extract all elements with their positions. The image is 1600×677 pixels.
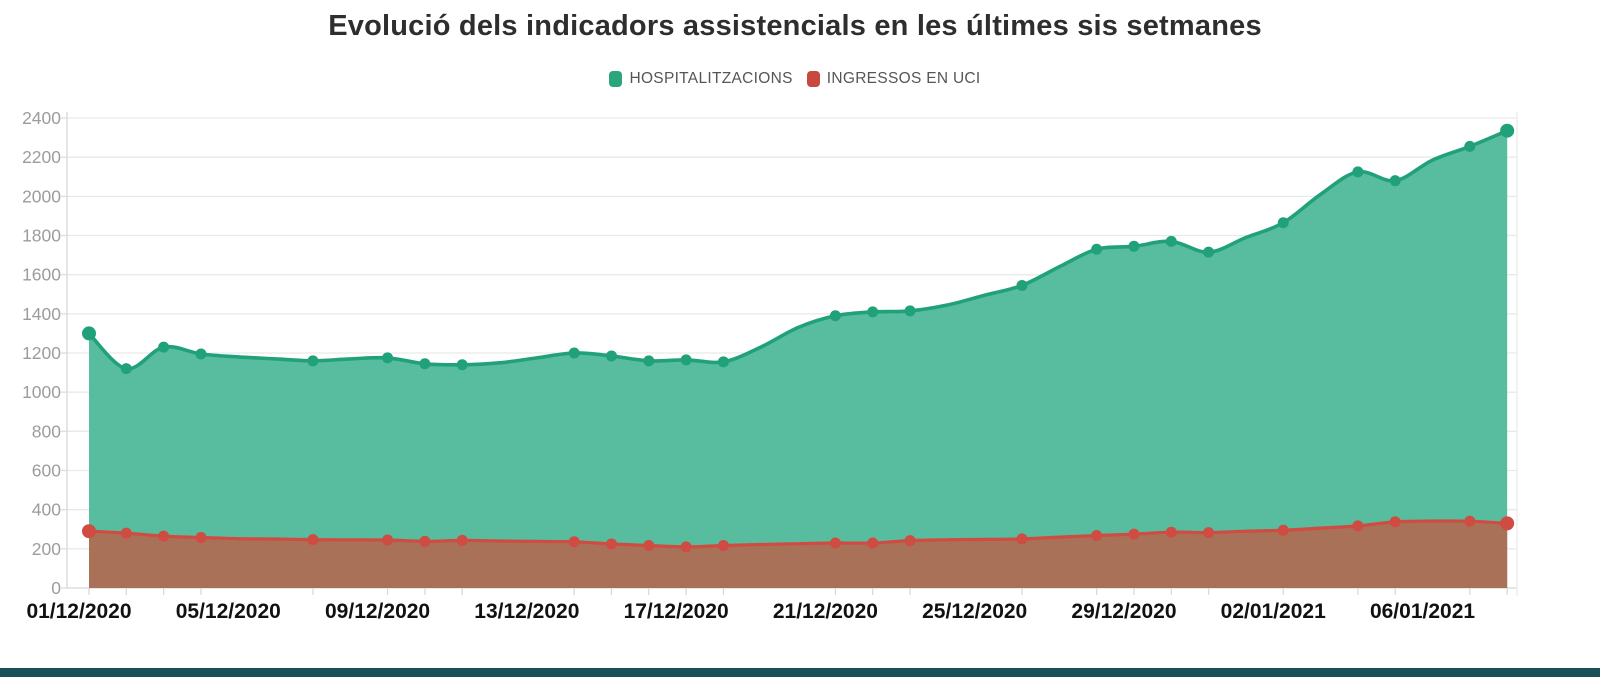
- data-point-ingressos-uci[interactable]: [643, 540, 655, 552]
- data-point-hospitalitzacions[interactable]: [904, 305, 916, 317]
- data-point-ingressos-uci[interactable]: [1091, 530, 1103, 542]
- y-axis-label: 2000: [22, 186, 61, 206]
- data-point-ingressos-uci[interactable]: [680, 541, 692, 553]
- x-axis-label: 01/12/2020: [26, 600, 131, 623]
- data-point-ingressos-uci[interactable]: [195, 531, 207, 543]
- data-point-hospitalitzacions[interactable]: [1352, 166, 1364, 178]
- x-axis-label: 09/12/2020: [325, 600, 430, 623]
- data-point-ingressos-uci[interactable]: [904, 535, 916, 547]
- chart-legend: HOSPITALITZACIONS INGRESSOS EN UCI: [0, 70, 1590, 88]
- legend-label-ingressos-uci: INGRESSOS EN UCI: [826, 70, 981, 87]
- data-point-hospitalitzacions[interactable]: [158, 341, 170, 353]
- x-axis-label: 13/12/2020: [474, 600, 579, 623]
- data-point-ingressos-uci[interactable]: [1352, 520, 1364, 532]
- data-point-hospitalitzacions[interactable]: [120, 363, 132, 375]
- data-point-ingressos-uci[interactable]: [1128, 528, 1140, 540]
- data-point-hospitalitzacions[interactable]: [1016, 279, 1028, 291]
- data-point-ingressos-uci[interactable]: [419, 535, 431, 547]
- data-point-hospitalitzacions[interactable]: [568, 347, 580, 359]
- data-point-hospitalitzacions[interactable]: [419, 358, 431, 370]
- data-point-hospitalitzacions[interactable]: [643, 355, 655, 367]
- data-point-ingressos-uci[interactable]: [867, 537, 879, 549]
- y-axis-label: 1200: [22, 343, 61, 363]
- bottom-dark-strip: [0, 668, 1600, 677]
- y-axis-label: 1600: [22, 265, 61, 285]
- legend-swatch-red-icon: [806, 71, 820, 87]
- data-point-hospitalitzacions[interactable]: [1165, 235, 1177, 247]
- legend-swatch-green-icon: [609, 71, 623, 87]
- data-point-hospitalitzacions[interactable]: [1203, 246, 1215, 258]
- data-point-ingressos-uci[interactable]: [1500, 516, 1515, 531]
- y-axis-label: 1400: [22, 304, 61, 324]
- data-point-ingressos-uci[interactable]: [1016, 533, 1028, 545]
- legend-item-ingressos-uci[interactable]: INGRESSOS EN UCI: [806, 70, 981, 88]
- data-point-ingressos-uci[interactable]: [382, 534, 394, 546]
- data-point-ingressos-uci[interactable]: [568, 536, 580, 548]
- x-axis-label: 05/12/2020: [176, 600, 281, 623]
- data-point-hospitalitzacions[interactable]: [605, 350, 617, 362]
- data-point-hospitalitzacions[interactable]: [456, 359, 468, 371]
- data-point-hospitalitzacions[interactable]: [1389, 175, 1401, 187]
- data-point-hospitalitzacions[interactable]: [717, 356, 729, 368]
- data-point-hospitalitzacions[interactable]: [867, 306, 879, 318]
- data-point-hospitalitzacions[interactable]: [680, 354, 692, 366]
- data-point-ingressos-uci[interactable]: [1464, 515, 1476, 527]
- legend-item-hospitalitzacions[interactable]: HOSPITALITZACIONS: [609, 70, 792, 88]
- y-axis-label: 600: [32, 461, 61, 481]
- data-point-ingressos-uci[interactable]: [605, 538, 617, 550]
- data-point-hospitalitzacions[interactable]: [195, 348, 207, 360]
- y-axis-label: 800: [32, 421, 61, 441]
- line-hospitalitzacions: [87, 128, 1509, 371]
- data-point-ingressos-uci[interactable]: [120, 527, 132, 539]
- area-fill-hospitalitzacions: [89, 130, 1508, 588]
- data-point-hospitalitzacions[interactable]: [1464, 140, 1476, 152]
- data-point-ingressos-uci[interactable]: [1165, 526, 1177, 538]
- data-point-hospitalitzacions[interactable]: [82, 326, 96, 341]
- y-axis-label: 2400: [22, 108, 61, 128]
- x-axis-label: 06/01/2021: [1370, 600, 1475, 623]
- data-point-hospitalitzacions[interactable]: [382, 352, 394, 364]
- x-axis-label: 02/01/2021: [1221, 600, 1326, 623]
- data-point-hospitalitzacions[interactable]: [829, 310, 841, 322]
- data-point-ingressos-uci[interactable]: [1389, 516, 1401, 528]
- data-point-ingressos-uci[interactable]: [456, 534, 468, 546]
- y-axis-label: 1800: [22, 226, 61, 246]
- x-axis-label: 21/12/2020: [773, 600, 878, 623]
- data-point-ingressos-uci[interactable]: [1203, 527, 1215, 539]
- y-axis-label: 1000: [22, 382, 61, 402]
- y-axis-label: 200: [32, 539, 61, 559]
- data-point-ingressos-uci[interactable]: [717, 540, 729, 552]
- data-point-hospitalitzacions[interactable]: [1128, 240, 1140, 252]
- legend-label-hospitalitzacions: HOSPITALITZACIONS: [629, 70, 793, 87]
- x-axis-label: 25/12/2020: [922, 600, 1027, 623]
- y-axis-label: 400: [32, 500, 61, 520]
- data-point-hospitalitzacions[interactable]: [1277, 217, 1289, 229]
- x-axis-label: 29/12/2020: [1071, 600, 1176, 623]
- data-point-hospitalitzacions[interactable]: [1500, 123, 1515, 138]
- data-point-ingressos-uci[interactable]: [829, 537, 841, 549]
- y-axis-label: 2200: [22, 147, 61, 167]
- data-point-hospitalitzacions[interactable]: [1091, 243, 1103, 255]
- chart-title: Evolució dels indicadors assistencials e…: [328, 10, 1262, 42]
- data-point-hospitalitzacions[interactable]: [307, 355, 319, 367]
- data-point-ingressos-uci[interactable]: [158, 530, 170, 542]
- area-fill-ingressos-uci: [89, 520, 1508, 588]
- x-axis-label: 17/12/2020: [624, 600, 729, 623]
- y-axis-label: 0: [51, 578, 61, 598]
- data-point-ingressos-uci[interactable]: [1277, 524, 1289, 536]
- line-ingressos-uci: [87, 519, 1509, 549]
- data-point-ingressos-uci[interactable]: [307, 534, 319, 546]
- data-point-ingressos-uci[interactable]: [82, 524, 96, 539]
